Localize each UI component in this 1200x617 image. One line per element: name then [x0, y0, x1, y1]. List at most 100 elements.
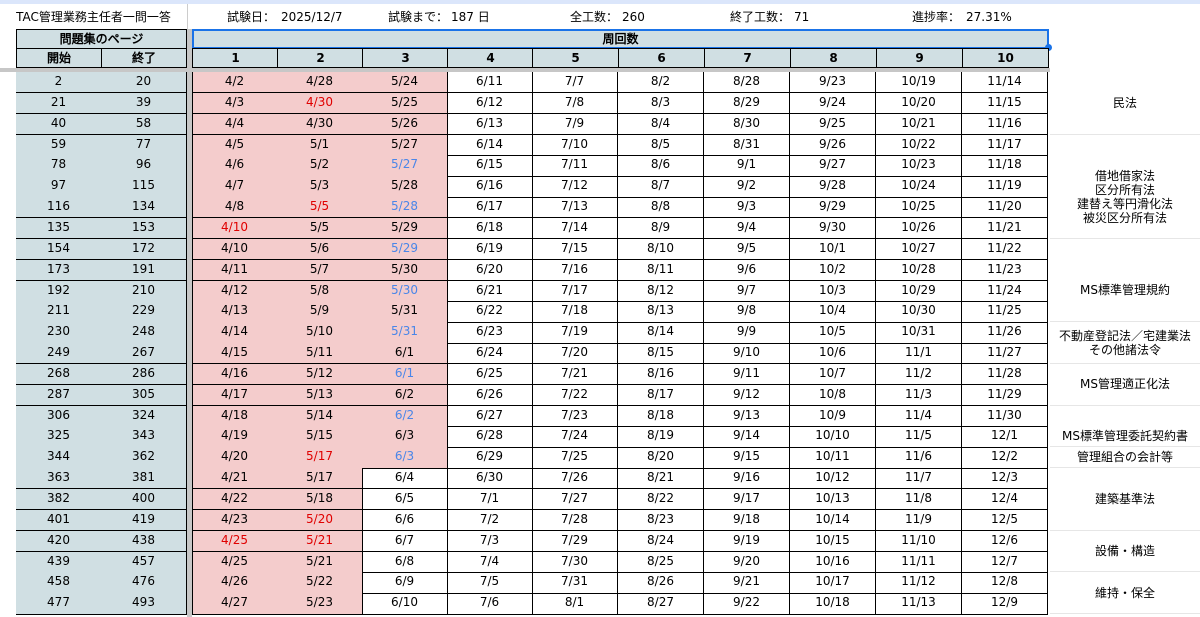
date-cell[interactable]: 9/7: [704, 280, 790, 302]
date-cell[interactable]: 7/20: [532, 343, 618, 365]
date-cell[interactable]: 9/14: [704, 426, 790, 448]
page-end-cell[interactable]: 438: [101, 530, 187, 553]
page-end-cell[interactable]: 77: [101, 134, 187, 156]
date-cell[interactable]: 6/5: [362, 489, 448, 511]
date-cell[interactable]: 7/24: [532, 426, 618, 448]
round-col-header-4[interactable]: 4: [447, 48, 534, 68]
category-label[interactable]: 建築基準法: [1050, 468, 1200, 531]
end-header[interactable]: 終了: [101, 48, 187, 68]
date-cell[interactable]: 4/3: [192, 92, 278, 115]
date-cell[interactable]: 10/28: [876, 259, 962, 281]
date-cell[interactable]: 12/5: [962, 509, 1048, 532]
date-cell[interactable]: 8/14: [618, 322, 704, 344]
date-cell[interactable]: 5/29: [362, 238, 448, 261]
date-cell[interactable]: 5/27: [362, 155, 448, 177]
date-cell[interactable]: 11/13: [876, 593, 962, 615]
date-cell[interactable]: 11/8: [876, 489, 962, 511]
date-cell[interactable]: 5/30: [362, 259, 448, 281]
date-cell[interactable]: 10/15: [790, 530, 876, 553]
date-cell[interactable]: 10/25: [876, 197, 962, 219]
date-cell[interactable]: 9/22: [704, 593, 790, 615]
date-cell[interactable]: 10/21: [876, 113, 962, 136]
date-cell[interactable]: 4/19: [192, 426, 278, 448]
page-end-cell[interactable]: 457: [101, 551, 187, 573]
date-cell[interactable]: 10/22: [876, 134, 962, 156]
date-cell[interactable]: 5/5: [277, 197, 363, 219]
date-cell[interactable]: 7/1: [447, 489, 533, 511]
freeze-row-divider[interactable]: [0, 68, 1050, 72]
date-cell[interactable]: 8/2: [618, 72, 704, 94]
round-col-header-5[interactable]: 5: [532, 48, 619, 68]
date-cell[interactable]: 10/9: [790, 405, 876, 427]
date-cell[interactable]: 4/17: [192, 384, 278, 407]
date-cell[interactable]: 5/11: [277, 343, 363, 365]
round-col-header-8[interactable]: 8: [790, 48, 877, 68]
date-cell[interactable]: 6/19: [447, 238, 533, 261]
date-cell[interactable]: 10/20: [876, 92, 962, 115]
date-cell[interactable]: 8/1: [532, 593, 618, 615]
date-cell[interactable]: 9/12: [704, 384, 790, 407]
date-cell[interactable]: 4/26: [192, 572, 278, 594]
date-cell[interactable]: 6/12: [447, 92, 533, 115]
date-cell[interactable]: 7/8: [532, 92, 618, 115]
date-cell[interactable]: 5/7: [277, 259, 363, 281]
date-cell[interactable]: 10/31: [876, 322, 962, 344]
done-value[interactable]: 71: [794, 10, 810, 24]
date-cell[interactable]: 9/3: [704, 197, 790, 219]
page-end-cell[interactable]: 191: [101, 259, 187, 281]
date-cell[interactable]: 8/13: [618, 301, 704, 323]
date-cell[interactable]: 5/22: [277, 572, 363, 594]
date-cell[interactable]: 4/6: [192, 155, 278, 177]
date-cell[interactable]: 7/14: [532, 217, 618, 240]
date-cell[interactable]: 7/5: [447, 572, 533, 594]
date-cell[interactable]: 4/20: [192, 447, 278, 469]
date-cell[interactable]: 11/21: [962, 217, 1048, 240]
date-cell[interactable]: 9/17: [704, 489, 790, 511]
date-cell[interactable]: 11/15: [962, 92, 1048, 115]
date-cell[interactable]: 8/23: [618, 509, 704, 532]
date-cell[interactable]: 8/29: [704, 92, 790, 115]
date-cell[interactable]: 7/31: [532, 572, 618, 594]
date-cell[interactable]: 9/1: [704, 155, 790, 177]
page-end-cell[interactable]: 20: [101, 72, 187, 94]
date-cell[interactable]: 11/19: [962, 176, 1048, 198]
date-cell[interactable]: 4/25: [192, 551, 278, 573]
date-cell[interactable]: 6/1: [362, 343, 448, 365]
date-cell[interactable]: 12/2: [962, 447, 1048, 469]
date-cell[interactable]: 10/10: [790, 426, 876, 448]
date-cell[interactable]: 5/15: [277, 426, 363, 448]
page-end-cell[interactable]: 419: [101, 509, 187, 532]
date-cell[interactable]: 11/6: [876, 447, 962, 469]
date-cell[interactable]: 4/4: [192, 113, 278, 136]
page-start-cell[interactable]: 21: [16, 92, 102, 115]
date-cell[interactable]: 7/30: [532, 551, 618, 573]
page-start-cell[interactable]: 192: [16, 280, 102, 302]
date-cell[interactable]: 12/6: [962, 530, 1048, 553]
date-cell[interactable]: 7/21: [532, 363, 618, 386]
date-cell[interactable]: 8/5: [618, 134, 704, 156]
date-cell[interactable]: 5/26: [362, 113, 448, 136]
date-cell[interactable]: 8/28: [704, 72, 790, 94]
date-cell[interactable]: 11/9: [876, 509, 962, 532]
page-start-cell[interactable]: 268: [16, 363, 102, 386]
date-cell[interactable]: 12/7: [962, 551, 1048, 573]
page-start-cell[interactable]: 344: [16, 447, 102, 469]
page-end-cell[interactable]: 210: [101, 280, 187, 302]
date-cell[interactable]: 7/27: [532, 489, 618, 511]
date-cell[interactable]: 5/12: [277, 363, 363, 386]
date-cell[interactable]: 5/3: [277, 176, 363, 198]
page-end-cell[interactable]: 493: [101, 593, 187, 615]
date-cell[interactable]: 6/9: [362, 572, 448, 594]
date-cell[interactable]: 12/1: [962, 426, 1048, 448]
date-cell[interactable]: 5/9: [277, 301, 363, 323]
date-cell[interactable]: 11/30: [962, 405, 1048, 427]
page-start-cell[interactable]: 458: [16, 572, 102, 594]
date-cell[interactable]: 9/25: [790, 113, 876, 136]
date-cell[interactable]: 7/11: [532, 155, 618, 177]
date-cell[interactable]: 4/22: [192, 489, 278, 511]
date-cell[interactable]: 9/29: [790, 197, 876, 219]
date-cell[interactable]: 6/1: [362, 363, 448, 386]
date-cell[interactable]: 5/28: [362, 176, 448, 198]
date-cell[interactable]: 7/17: [532, 280, 618, 302]
date-cell[interactable]: 7/29: [532, 530, 618, 553]
